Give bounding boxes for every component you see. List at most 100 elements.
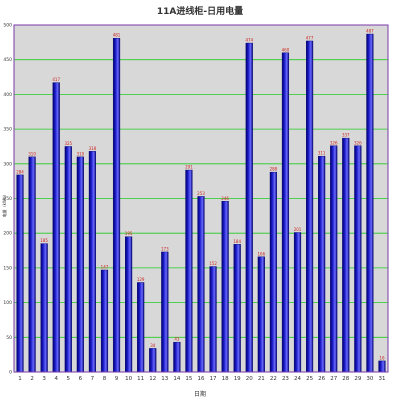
bar-data-label: 417 [52,77,60,82]
bar [88,151,96,373]
x-tick-label: 14 [173,376,180,382]
bar-data-label: 326 [354,140,362,145]
bar [52,82,60,373]
bar-data-label: 291 [185,165,193,170]
bar-data-label: 460 [282,47,290,52]
bar-data-label: 184 [233,239,241,244]
y-tick-label: 350 [3,127,12,133]
x-tick-label: 17 [210,376,217,382]
chart-title: 11A进线柜-日用电量 [157,5,243,17]
bar-data-label: 129 [137,277,145,282]
data-labels: 284 310 185 417 325 310 318 147 481 195 129 34 173 43… [16,29,385,361]
y-tick-label: 150 [3,265,12,271]
bar-data-label: 166 [258,251,266,256]
x-tick-label: 28 [342,376,349,382]
y-tick-label: 0 [9,370,12,376]
x-tick-label: 29 [354,376,361,382]
x-tick-label: 20 [246,376,253,382]
x-tick-label: 31 [378,376,385,382]
y-tick-label: 50 [6,335,12,341]
bar [257,256,265,373]
bar [185,169,193,373]
x-tick-label: 24 [294,376,301,382]
bar [161,251,169,373]
x-tick-label: 4 [54,376,58,382]
x-tick-label: 12 [149,376,156,382]
bar [366,33,374,373]
bar [40,243,48,373]
x-tick-label: 19 [234,376,241,382]
plot-frame [13,24,389,373]
x-tick-label: 22 [270,376,277,382]
x-tick-label: 10 [125,376,132,382]
bar-data-label: 152 [209,261,217,266]
bar [76,156,84,373]
bar [28,156,36,373]
bar [245,42,253,373]
bar-data-label: 43 [174,337,180,342]
bar-data-label: 477 [306,35,314,40]
bar [378,360,386,373]
x-tick-label: 15 [185,376,192,382]
bar [100,269,109,373]
x-tick-label: 9 [115,376,119,382]
bar-data-label: 481 [113,33,121,38]
bar-data-label: 253 [197,191,205,196]
y-tick-label: 200 [3,231,12,237]
bar-data-label: 147 [101,264,109,269]
x-tick-label: 23 [282,376,289,382]
bar-data-label: 246 [221,196,229,201]
x-axis-ticks: 1 2 3 4 5 6 7 8 9 10 11 12 13 14 15 16 17 18 19 20 21 22 23 24 2… [18,376,385,382]
bar [137,282,145,373]
bar [330,145,338,373]
y-tick-label: 400 [3,92,12,98]
y-tick-label: 100 [3,300,12,306]
bar [149,348,157,373]
bar [173,341,181,373]
bar [354,145,362,373]
bar [342,137,350,373]
bar [112,37,121,373]
bar-data-label: 201 [294,227,302,232]
x-axis-label: 日期 [194,390,206,398]
bar [269,171,277,373]
bar-data-label: 16 [379,355,385,360]
x-tick-label: 13 [161,376,168,382]
bar-data-label: 474 [245,38,253,43]
x-tick-label: 27 [330,376,337,382]
bar-data-label: 288 [270,167,278,172]
y-axis-ticks: 0 50 100 150 200 250 300 350 400 450 500 [3,23,12,376]
bar-data-label: 34 [150,343,156,348]
y-axis-label: 电量（kWh） [1,193,7,218]
bar-data-label: 311 [318,151,326,156]
bar-data-label: 326 [330,140,338,145]
bar-data-label: 185 [40,238,48,243]
x-tick-label: 3 [42,376,46,382]
y-tick-label: 500 [3,23,12,29]
bar-data-label: 284 [16,169,24,174]
bar-data-label: 337 [342,133,350,138]
x-tick-label: 16 [198,376,205,382]
x-tick-label: 26 [318,376,325,382]
bar [233,244,241,373]
bar [16,174,24,373]
x-tick-label: 6 [79,376,83,382]
bar [293,232,302,373]
bar-data-label: 487 [366,29,374,34]
bar [197,196,205,373]
x-tick-label: 8 [103,376,107,382]
x-tick-label: 18 [222,376,229,382]
x-tick-label: 5 [67,376,71,382]
bar [306,40,314,373]
bar-data-label: 173 [161,246,169,251]
x-tick-label: 21 [258,376,265,382]
x-tick-label: 7 [91,376,95,382]
y-tick-label: 450 [3,57,12,63]
x-tick-label: 25 [306,376,313,382]
bar-data-label: 310 [28,151,36,156]
bar [318,155,326,373]
bars [16,33,386,373]
bar-data-label: 195 [125,231,133,236]
